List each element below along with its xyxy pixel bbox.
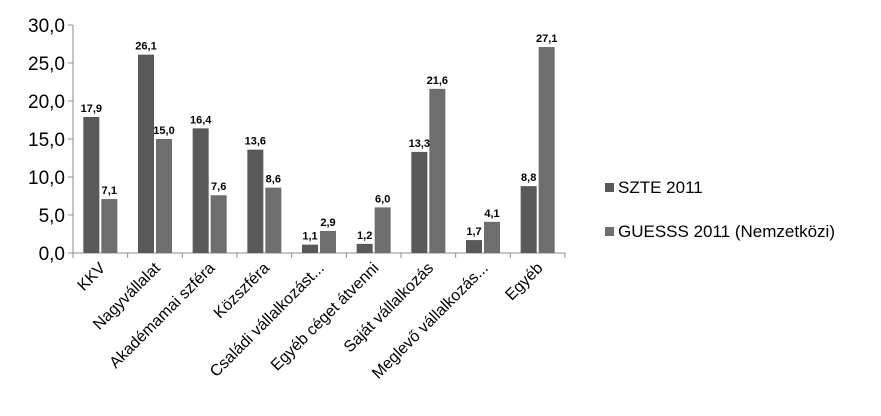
data-label: 4,1 [484,208,499,220]
bar-szte-2011 [520,186,537,253]
bar-guesss-2011 [320,230,336,253]
legend-label: GUESSS 2011 (Nemzetközi) [618,222,835,241]
data-label: 15,0 [153,125,174,137]
axes: 0,0 5,0 10,0 15,0 20,0 25,0 30,0 [28,16,566,265]
data-label: 21,6 [427,75,448,87]
data-label: 1,1 [302,231,317,243]
data-label: 8,6 [266,174,281,186]
data-label: 26,1 [135,41,156,53]
y-tick-label: 25,0 [28,54,65,75]
bars [83,47,555,254]
legend-swatch [605,183,614,192]
bar-szte-2011 [466,240,482,253]
bar-szte-2011 [83,116,100,254]
bar-guesss-2011 [484,221,500,253]
legend-swatch [605,227,614,236]
data-label: 2,9 [320,217,335,229]
bar-szte-2011 [138,54,154,253]
bar-guesss-2011 [156,139,172,253]
bar-szte-2011 [247,149,264,253]
bar-guesss-2011 [210,195,227,253]
bar-szte-2011 [356,243,373,253]
data-label: 6,0 [375,193,390,205]
bar-szte-2011 [192,128,209,253]
legend: SZTE 2011 GUESSS 2011 (Nemzetközi) [605,178,835,241]
category-label: Egyéb [502,260,546,304]
bar-guesss-2011 [429,88,446,253]
data-label: 7,6 [211,181,226,193]
y-tick-label: 20,0 [28,92,65,113]
data-label: 27,1 [536,33,557,45]
bar-guesss-2011 [538,47,555,253]
data-label: 16,4 [190,114,212,126]
category-label: Akadémamai szféra [106,260,218,372]
data-label: 13,6 [245,136,266,148]
data-label: 1,7 [466,226,481,238]
value-labels: 17,9 26,1 16,4 13,6 1,1 1,2 13,3 1,7 8,8 7,1 15,0 7… [81,33,558,243]
y-tick-label: 10,0 [28,168,65,189]
y-tick-label: 5,0 [39,206,65,227]
bar-szte-2011 [302,244,318,253]
bar-guesss-2011 [374,207,391,253]
y-tick-label: 15,0 [28,130,65,151]
legend-label: SZTE 2011 [618,178,703,197]
y-tick-label: 0,0 [39,244,65,265]
category-label: Egyéb céget átvenni [268,260,383,375]
category-label: KKV [75,260,110,295]
bar-szte-2011 [411,151,428,253]
y-tick-label: 30,0 [28,16,65,37]
data-label: 7,1 [102,185,117,197]
bar-guesss-2011 [101,199,118,253]
data-label: 13,3 [409,138,430,150]
data-label: 8,8 [521,172,536,184]
bar-guesss-2011 [265,187,282,253]
data-label: 17,9 [81,103,102,115]
data-label: 1,2 [357,230,372,242]
